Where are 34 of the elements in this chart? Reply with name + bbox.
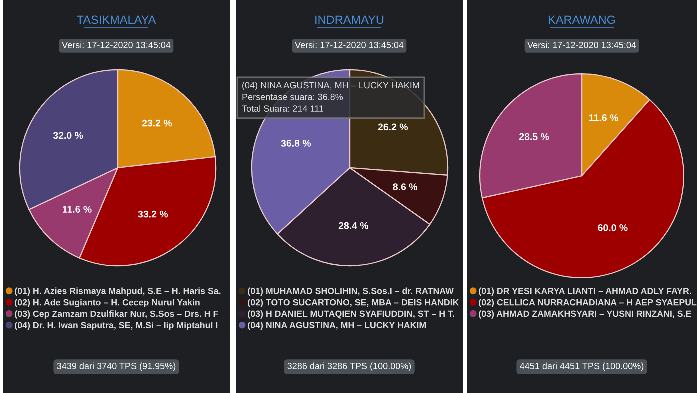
data-label: 60.0 % xyxy=(598,224,628,232)
legend-label: (04) NINA AGUSTINA, MH – LUCKY HAKIM xyxy=(248,322,426,330)
data-label: 26.2 % xyxy=(378,124,408,131)
legend-label: (02) TOTO SUCARTONO, SE, MBA – DEIS HANDIK xyxy=(248,299,460,308)
data-label: 8.6 % xyxy=(393,184,418,191)
chart-title: INDRAMAYU xyxy=(316,16,384,24)
data-label: 32.0 % xyxy=(53,132,84,140)
data-label: 23.2 % xyxy=(142,120,172,127)
data-label: 28.5 % xyxy=(519,133,550,140)
text: 3439 dari 3740 TPS (91.95%) xyxy=(57,362,176,372)
data-label: 28.4 % xyxy=(338,222,369,230)
legend-label: (04) Dr. H. Iwan Saputra, SE, M.Si – Iip Miptahul I xyxy=(15,322,218,330)
legend-label: (02) H. Ade Sugianto – H. Cecep Nurul Yakin xyxy=(15,299,200,308)
chart-subtitle: Versi: 17-12-2020 13:45:04 xyxy=(295,42,404,48)
chart-title: KARAWANG xyxy=(548,16,616,24)
legend-label: (02) CELLICA NURRACHADIANA – H AEP SYAEPUL xyxy=(479,299,697,308)
chart-title: TASIKMALAYA xyxy=(77,16,156,24)
legend-label: (03) Cep Zamzam Dzulfikar Nur, S.Sos – Drs. H F xyxy=(15,310,218,319)
text: (04) NINA AGUSTINA, MH – LUCKY HAKIM xyxy=(242,82,420,90)
legend-label: (01) H. Azies Rismaya Mahpud, S.E – H. Haris Sa. xyxy=(15,288,221,296)
data-label: 36.8 % xyxy=(281,140,312,147)
data-label: 33.2 % xyxy=(138,210,168,218)
text: 4451 dari 4451 TPS (100.00%) xyxy=(520,362,644,372)
text: Persentase suara: 36.8% xyxy=(242,94,344,100)
text: Total Suara: 214 111 xyxy=(242,105,324,112)
legend-label: (03) AHMAD ZAMAKHSYARI – YUSNI RINZANI, S.E xyxy=(479,310,692,319)
text: 3286 dari 3286 TPS (100.00%) xyxy=(288,362,412,372)
chart-subtitle: Versi: 17-12-2020 13:45:04 xyxy=(62,42,171,48)
legend-label: (03) H DANIEL MUTAQIEN SYAFIUDDIN, ST – H T. xyxy=(248,310,454,319)
chart-subtitle: Versi: 17-12-2020 13:45:04 xyxy=(528,42,636,48)
legend-label: (01) DR YESI KARYA LIANTI – AHMAD ADLY FAYR. xyxy=(479,288,692,296)
legend-label: (01) MUHAMAD SHOLIHIN, S.Sos.I – dr. RATNAW xyxy=(248,288,454,296)
data-label: 11.6 % xyxy=(590,114,618,122)
data-label: 11.6 % xyxy=(62,206,92,213)
